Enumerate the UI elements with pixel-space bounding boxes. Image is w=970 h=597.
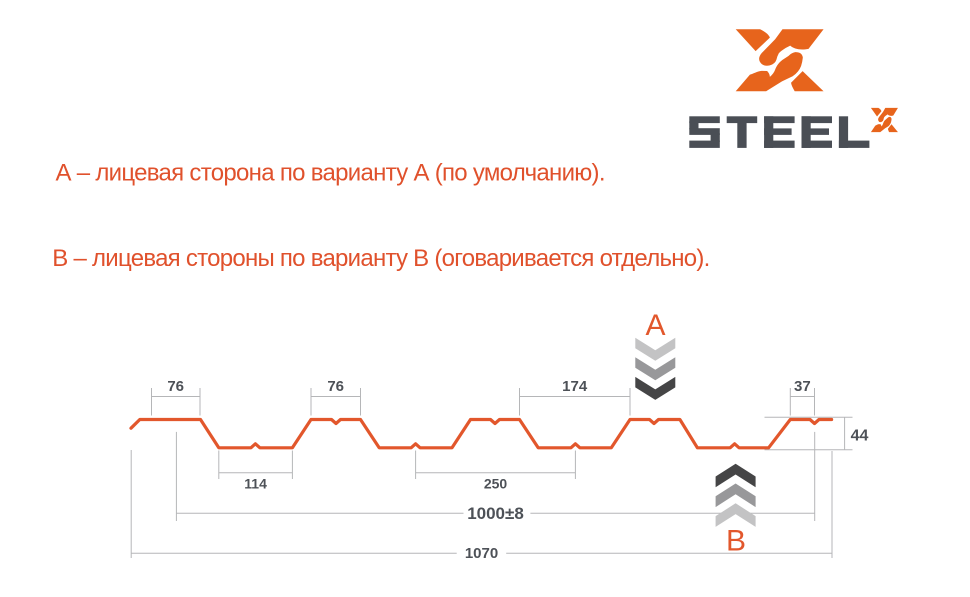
svg-text:174: 174 xyxy=(562,378,588,395)
svg-text:114: 114 xyxy=(244,476,267,492)
svg-text:44: 44 xyxy=(851,428,869,445)
svg-text:37: 37 xyxy=(794,378,811,395)
svg-text:76: 76 xyxy=(167,378,184,395)
svg-text:А – лицевая сторона по вариант: А – лицевая сторона по варианту А (по ум… xyxy=(56,159,606,186)
svg-text:76: 76 xyxy=(327,378,344,395)
svg-text:A: A xyxy=(645,309,665,342)
svg-text:1000±8: 1000±8 xyxy=(467,504,524,523)
svg-text:1070: 1070 xyxy=(465,545,498,562)
svg-text:B: B xyxy=(726,525,746,558)
svg-text:250: 250 xyxy=(484,476,508,492)
svg-text:В – лицевая стороны по вариант: В – лицевая стороны по варианту В (огова… xyxy=(52,245,710,272)
